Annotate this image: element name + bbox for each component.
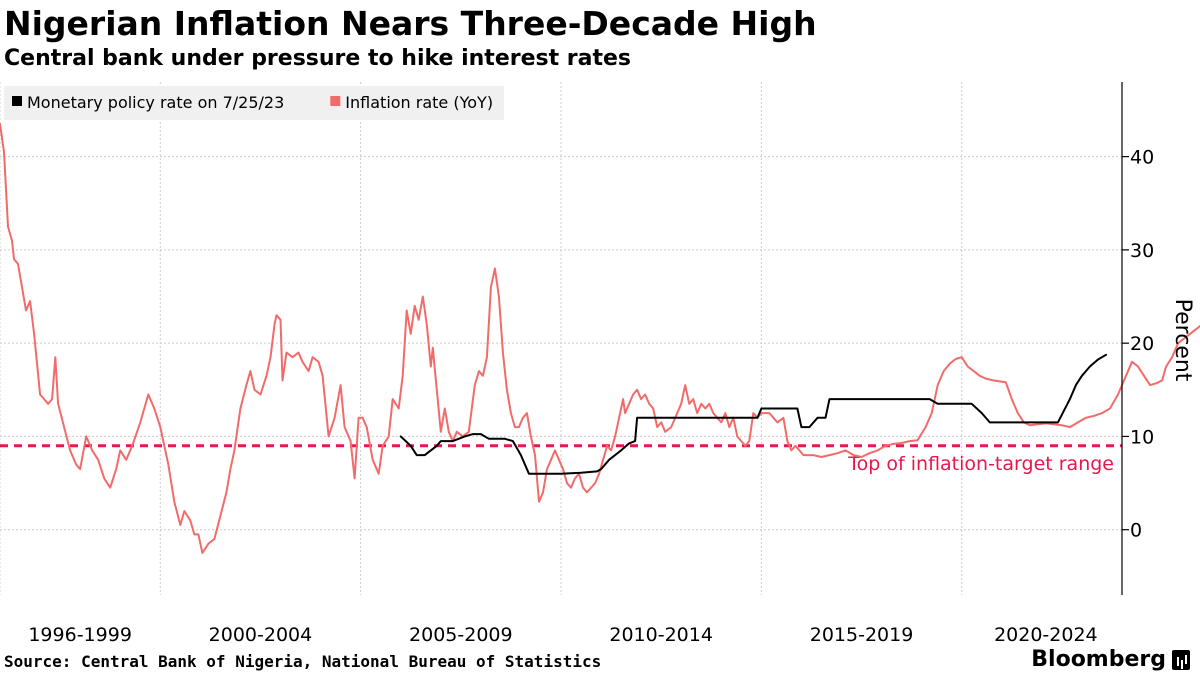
y-tick-label: 10 [1130,426,1154,448]
legend: Monetary policy rate on 7/25/23 Inflation… [4,86,504,120]
series-lines [0,123,1200,554]
bloomberg-logo: Bloomberg [1031,645,1190,675]
axes: 0 10 20 30 40 Percent 1996-1999 2000-2004 2005-2… [28,82,1195,646]
logo-text: Bloomberg [1031,647,1166,672]
x-tick-label: 2020-2024 [994,624,1098,646]
x-tick-label: 2000-2004 [209,624,313,646]
policy-rate-line [399,353,1107,475]
legend-swatch-inflation [330,96,341,106]
legend-label-policy-rate: Monetary policy rate on 7/25/23 [27,93,284,112]
legend-background [4,86,504,120]
y-tick-label: 0 [1130,520,1142,542]
y-tick-label: 40 [1130,147,1154,169]
legend-swatch-policy-rate [12,96,22,106]
chart-subtitle: Central bank under pressure to hike inte… [4,46,632,71]
reference-line-group: Top of inflation-target range [0,444,1122,475]
y-tick-label: 30 [1130,240,1154,262]
x-tick-label: 2015-2019 [810,624,914,646]
inflation-rate-line [0,123,1200,554]
chart-title: Nigerian Inflation Nears Three-Decade Hi… [4,4,817,43]
x-tick-label: 1996-1999 [28,624,132,646]
reference-line-label: Top of inflation-target range [847,453,1114,475]
bar-chart-icon [1172,650,1190,670]
y-axis-title: Percent [1170,299,1195,382]
source-note: Source: Central Bank of Nigeria, Nationa… [4,652,602,671]
x-tick-label: 2010-2014 [609,624,713,646]
legend-label-inflation: Inflation rate (YoY) [345,93,493,112]
y-tick-label: 20 [1130,333,1154,355]
x-tick-label: 2005-2009 [409,624,513,646]
gridlines [0,82,1122,595]
